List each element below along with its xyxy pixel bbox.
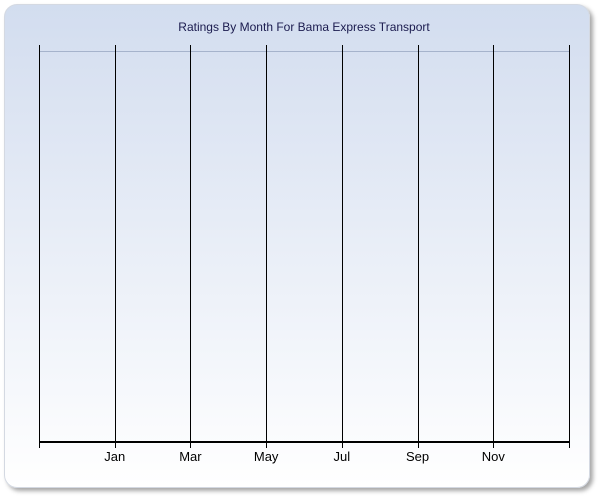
x-gridline bbox=[493, 45, 495, 448]
x-tick-label-may: May bbox=[253, 449, 279, 464]
gridline-layer bbox=[5, 5, 589, 487]
chart-title: Ratings By Month For Bama Express Transp… bbox=[178, 20, 430, 34]
x-gridline bbox=[341, 45, 343, 448]
x-gridline bbox=[417, 45, 419, 448]
x-tick-label-nov: Nov bbox=[481, 449, 505, 464]
chart-panel: Ratings By Month For Bama Express Transp… bbox=[4, 4, 590, 488]
x-tick-label-jul: Jul bbox=[333, 449, 351, 464]
x-gridline bbox=[190, 45, 192, 448]
x-gridline bbox=[114, 45, 116, 448]
plot-area bbox=[39, 51, 569, 443]
x-gridline bbox=[266, 45, 268, 448]
x-gridline bbox=[39, 45, 40, 448]
x-tick-label-sep: Sep bbox=[405, 449, 430, 464]
x-axis-tick-labels: Jan Mar May Jul Sep Nov bbox=[5, 5, 589, 487]
x-tick-label-mar: Mar bbox=[179, 449, 202, 464]
x-axis-line bbox=[39, 441, 570, 443]
x-gridline bbox=[569, 45, 570, 448]
x-tick-label-jan: Jan bbox=[104, 449, 126, 464]
